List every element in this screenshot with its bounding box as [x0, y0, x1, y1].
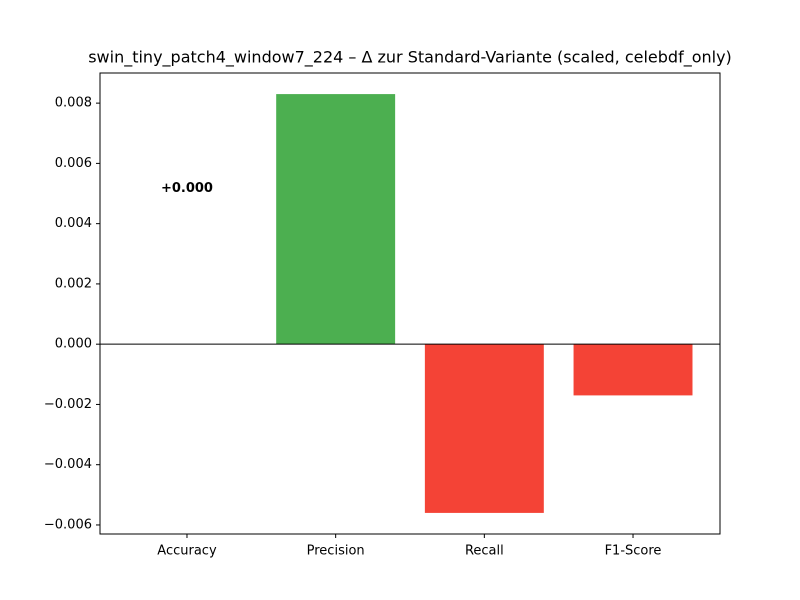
chart-title: swin_tiny_patch4_window7_224 – Δ zur Sta…	[88, 48, 732, 68]
y-tick-label: 0.000	[55, 337, 92, 352]
x-tick-label: Precision	[307, 544, 365, 559]
value-label: +0.000	[161, 181, 213, 196]
y-tick-label: 0.006	[55, 156, 92, 171]
plot-frame	[99, 72, 721, 535]
bar	[573, 344, 693, 396]
y-tick-label: 0.004	[55, 216, 92, 231]
y-tick-label: 0.008	[55, 96, 92, 111]
y-tick-label: −0.004	[44, 457, 92, 472]
bar	[424, 344, 544, 513]
y-tick-label: 0.002	[55, 276, 92, 291]
y-tick-label: −0.002	[44, 397, 92, 412]
bar	[276, 94, 396, 345]
x-tick-label: Recall	[465, 544, 504, 559]
x-tick-label: Accuracy	[157, 544, 217, 559]
x-tick-label: F1-Score	[605, 544, 662, 559]
y-tick-label: −0.006	[44, 517, 92, 532]
